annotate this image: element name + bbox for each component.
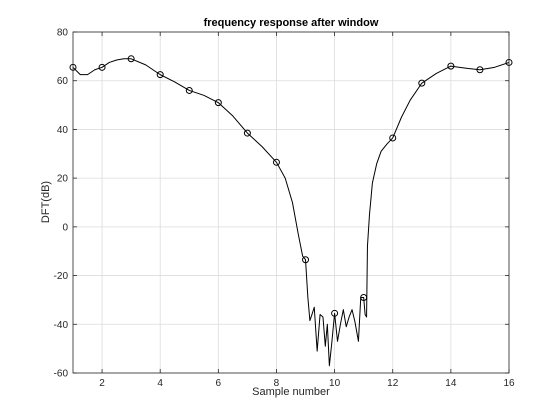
y-axis-title: DFT(dB) [40, 181, 52, 223]
x-tick-label: 6 [216, 378, 222, 389]
chart-title: frequency response after window [204, 17, 379, 29]
data-point [302, 256, 310, 264]
x-tick-label: 10 [329, 378, 341, 389]
y-tick-label: 0 [62, 222, 68, 233]
y-tick-label: -40 [54, 320, 69, 331]
ticks [73, 31, 510, 374]
x-tick-label: 14 [445, 378, 457, 389]
curve-layer [72, 58, 510, 367]
x-tick-label: 4 [157, 378, 163, 389]
data-point [418, 79, 426, 87]
plot-frame [72, 31, 510, 374]
series-line [72, 58, 510, 367]
data-point [360, 293, 368, 301]
data-point [156, 71, 164, 79]
y-tick-label: 20 [57, 174, 69, 185]
x-tick-label: 8 [274, 378, 280, 389]
y-tick-label: 80 [57, 28, 69, 39]
y-tick-label: 40 [57, 125, 69, 136]
data-point [447, 62, 455, 70]
y-tick-label: -60 [54, 369, 69, 380]
data-point [476, 66, 484, 74]
data-point [272, 158, 280, 166]
x-tick-labels: 2 4 6 8 10 12 14 16 [99, 378, 515, 389]
data-point [185, 86, 193, 94]
plot-area [73, 32, 509, 373]
x-tick-label: 2 [99, 378, 105, 389]
x-tick-label: 16 [503, 378, 515, 389]
data-point [389, 134, 397, 142]
data-point [331, 309, 339, 317]
data-point [243, 129, 251, 137]
x-axis-title: Sample number [252, 386, 330, 398]
data-point [98, 63, 106, 71]
y-tick-label: -20 [54, 271, 69, 282]
data-point [127, 55, 135, 63]
y-tick-labels: -60 -40 -20 0 20 40 60 80 [54, 28, 69, 380]
x-tick-label: 12 [387, 378, 399, 389]
y-tick-label: 60 [57, 76, 69, 87]
data-point [214, 99, 222, 107]
